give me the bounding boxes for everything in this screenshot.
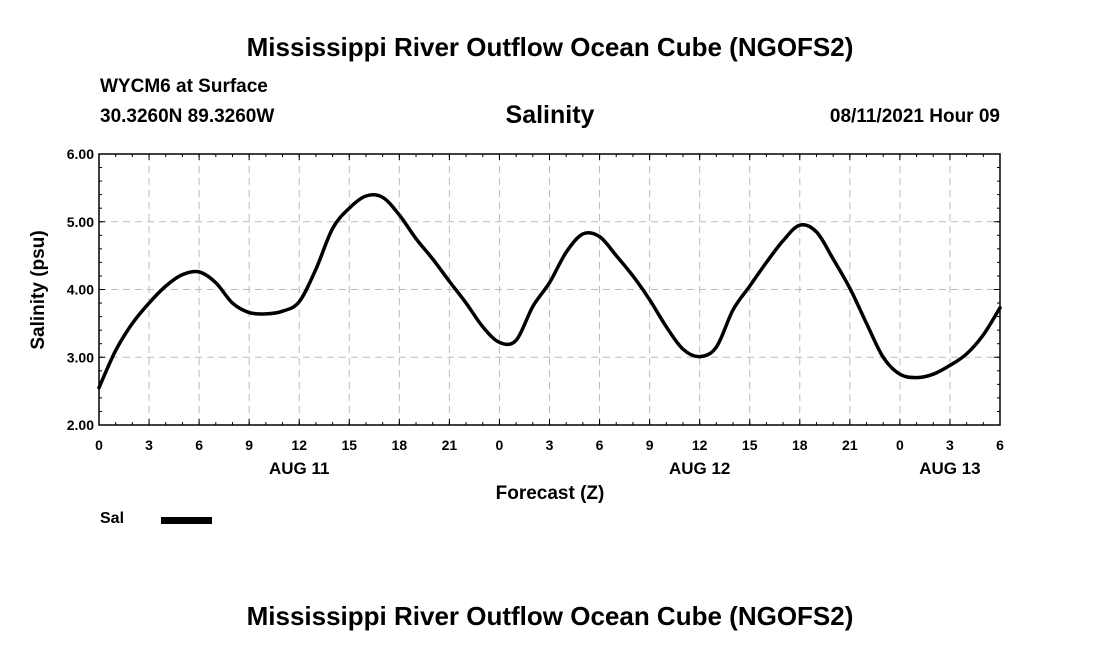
x-tick-label: 12 xyxy=(291,437,307,453)
forecast-datetime: 08/11/2021 Hour 09 xyxy=(829,106,1000,127)
day-label: AUG 12 xyxy=(669,459,730,478)
y-axis-label: Salinity (psu) xyxy=(28,230,49,349)
x-tick-label: 9 xyxy=(245,437,253,453)
x-tick-label: 15 xyxy=(341,437,357,453)
x-tick-label: 21 xyxy=(442,437,458,453)
day-label: AUG 11 xyxy=(269,459,329,478)
x-tick-label: 0 xyxy=(496,437,504,453)
x-tick-label: 12 xyxy=(692,437,708,453)
x-tick-labels: 0 3 6 9 12 15 18 21 0 3 6 9 12 15 18 21 0 3 6 xyxy=(95,437,1004,453)
x-axis-label: Forecast (Z) xyxy=(495,483,605,504)
x-tick-label: 6 xyxy=(195,437,203,453)
variable-title: Salinity xyxy=(505,101,595,129)
day-labels: AUG 11 AUG 12 AUG 13 xyxy=(269,459,981,478)
x-tick-label: 0 xyxy=(95,437,103,453)
x-tick-label: 15 xyxy=(742,437,758,453)
x-tick-label: 3 xyxy=(145,437,153,453)
station-label: WYCM6 at Surface xyxy=(100,76,268,97)
y-tick-label: 2.00 xyxy=(67,417,94,433)
y-tick-labels: 2.00 3.00 4.00 5.00 6.00 xyxy=(67,146,94,433)
station-coordinates: 30.3260N 89.3260W xyxy=(100,106,275,127)
x-tick-label: 21 xyxy=(842,437,858,453)
series-line-sal xyxy=(97,193,1002,390)
y-tick-label: 6.00 xyxy=(67,146,94,162)
chart-grid xyxy=(99,154,1000,425)
y-tick-label: 4.00 xyxy=(67,282,94,298)
footer-title: Mississippi River Outflow Ocean Cube (NG… xyxy=(246,601,854,631)
day-label: AUG 13 xyxy=(919,459,980,478)
x-tick-label: 0 xyxy=(896,437,904,453)
x-tick-label: 18 xyxy=(392,437,408,453)
legend-swatch xyxy=(161,517,212,524)
x-tick-label: 3 xyxy=(546,437,554,453)
x-tick-label: 9 xyxy=(646,437,654,453)
y-tick-label: 5.00 xyxy=(67,214,94,230)
x-tick-label: 6 xyxy=(596,437,604,453)
chart-title: Mississippi River Outflow Ocean Cube (NG… xyxy=(246,32,854,62)
x-tick-label: 6 xyxy=(996,437,1004,453)
legend-label: Sal xyxy=(100,510,125,527)
y-tick-label: 3.00 xyxy=(67,349,94,365)
x-tick-label: 18 xyxy=(792,437,808,453)
axis-ticks xyxy=(98,153,1001,426)
x-tick-label: 3 xyxy=(946,437,954,453)
